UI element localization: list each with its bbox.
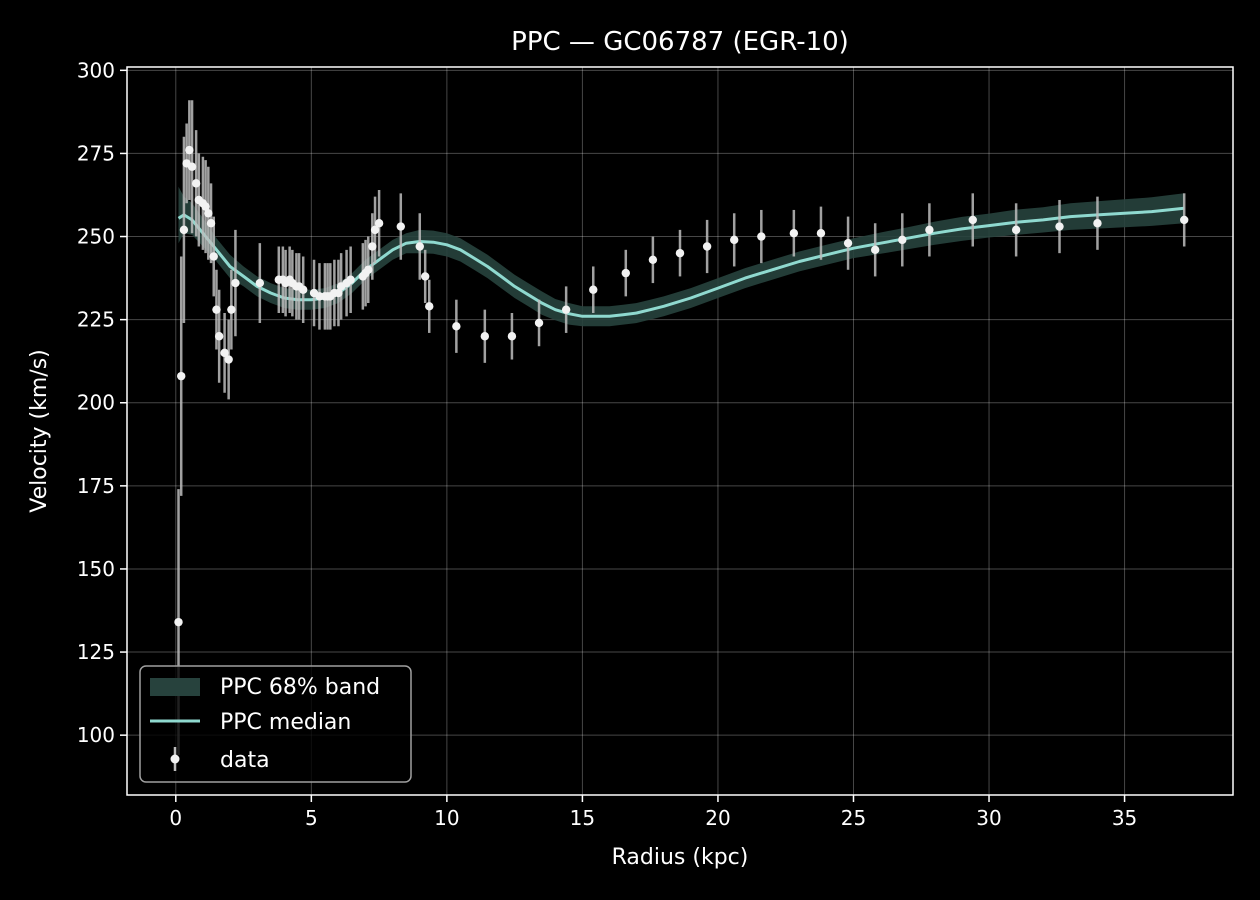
data-point bbox=[191, 179, 201, 188]
y-tick-label: 300 bbox=[77, 58, 115, 82]
ppc-68-band bbox=[178, 186, 1185, 327]
data-point bbox=[214, 332, 224, 341]
x-tick-label: 30 bbox=[976, 806, 1001, 830]
data-point bbox=[224, 355, 233, 364]
data-point bbox=[1055, 222, 1064, 231]
data-point bbox=[231, 278, 240, 288]
y-tick-label: 225 bbox=[77, 308, 115, 332]
data-point bbox=[212, 305, 221, 314]
data-point bbox=[730, 235, 739, 245]
data-point bbox=[415, 242, 424, 251]
data-point bbox=[420, 272, 430, 281]
y-tick-label: 250 bbox=[77, 225, 115, 249]
legend-band-swatch bbox=[150, 678, 200, 696]
x-tick-label: 25 bbox=[841, 806, 866, 830]
data-point bbox=[255, 278, 265, 288]
data-point bbox=[561, 305, 571, 314]
y-tick-label: 125 bbox=[77, 640, 115, 664]
data-point bbox=[534, 318, 544, 328]
legend: PPC 68% band PPC median data bbox=[139, 665, 412, 783]
data-point bbox=[1011, 225, 1021, 235]
data-point bbox=[898, 235, 907, 245]
data-point bbox=[187, 162, 197, 171]
data-point bbox=[299, 285, 308, 294]
data-point bbox=[174, 617, 183, 627]
data-point bbox=[364, 265, 373, 274]
data-point bbox=[925, 225, 934, 235]
data-point bbox=[1093, 219, 1102, 228]
data-point bbox=[621, 268, 630, 278]
data-point bbox=[370, 225, 380, 235]
chart-title: PPC — GC06787 (EGR-10) bbox=[511, 27, 849, 57]
data-point bbox=[227, 305, 236, 314]
data-point bbox=[368, 242, 377, 251]
data-point bbox=[220, 348, 229, 358]
plot-frame bbox=[126, 66, 1234, 796]
axis-ticks: 0 5 10 15 20 25 30 35 100 125 150 175 200 225 250 275 30… bbox=[77, 58, 1137, 830]
y-tick-label: 275 bbox=[77, 141, 115, 165]
data-point bbox=[648, 255, 658, 265]
legend-median-label: PPC median bbox=[220, 710, 351, 735]
data-point bbox=[374, 219, 384, 228]
data-point bbox=[201, 202, 210, 211]
data-point bbox=[425, 302, 434, 311]
data-point bbox=[452, 322, 461, 331]
legend-box bbox=[139, 665, 412, 783]
x-tick-label: 20 bbox=[705, 806, 730, 830]
data-point bbox=[789, 229, 799, 238]
data-point bbox=[204, 209, 213, 218]
data-point bbox=[480, 332, 490, 341]
data-point bbox=[1180, 215, 1189, 225]
data-point bbox=[843, 238, 853, 248]
data-point bbox=[816, 229, 826, 238]
x-tick-label: 15 bbox=[570, 806, 595, 830]
y-axis-label: Velocity (km/s) bbox=[27, 349, 52, 513]
ppc-band-layer bbox=[178, 186, 1185, 327]
data-point bbox=[870, 245, 880, 255]
data-point bbox=[179, 225, 189, 235]
y-tick-label: 175 bbox=[77, 474, 115, 498]
data-point bbox=[334, 288, 343, 298]
legend-data-label: data bbox=[220, 748, 270, 773]
data-point bbox=[206, 219, 216, 228]
data-point bbox=[757, 232, 766, 241]
x-tick-label: 0 bbox=[169, 806, 182, 830]
data-point bbox=[177, 371, 186, 381]
legend-band-label: PPC 68% band bbox=[220, 675, 380, 700]
x-axis-label: Radius (kpc) bbox=[612, 845, 749, 870]
data-point bbox=[675, 248, 685, 258]
data-point bbox=[209, 252, 218, 261]
data-point bbox=[507, 332, 517, 341]
data-point bbox=[702, 242, 712, 251]
x-tick-label: 35 bbox=[1112, 806, 1137, 830]
data-point bbox=[968, 215, 977, 225]
y-tick-label: 150 bbox=[77, 557, 115, 581]
x-tick-label: 5 bbox=[305, 806, 318, 830]
data-point bbox=[589, 285, 598, 294]
data-point bbox=[185, 145, 194, 155]
data-points-layer bbox=[174, 100, 1189, 756]
legend-data-marker bbox=[170, 754, 180, 764]
data-point bbox=[346, 275, 355, 284]
y-tick-label: 200 bbox=[77, 391, 115, 415]
data-point bbox=[396, 222, 405, 231]
x-tick-label: 10 bbox=[434, 806, 459, 830]
y-tick-label: 100 bbox=[77, 723, 115, 747]
